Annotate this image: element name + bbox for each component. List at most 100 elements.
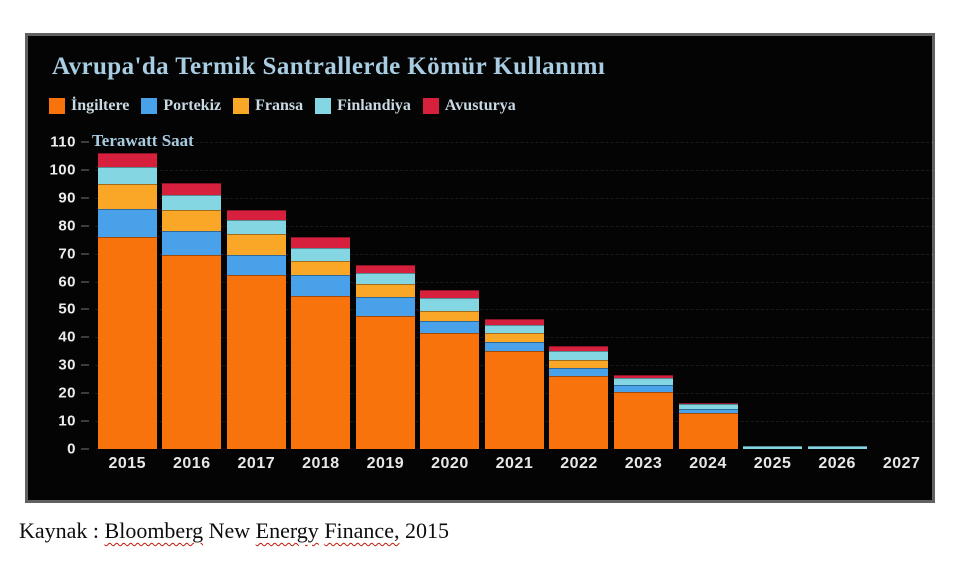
bar-2017 xyxy=(226,210,286,449)
bar-segment-portekiz-2015 xyxy=(97,209,157,237)
x-tick-label-2022: 2022 xyxy=(560,455,598,472)
y-tick-mark xyxy=(81,392,89,395)
bar-segment-portekiz-2023 xyxy=(614,384,674,392)
caption-word-underlined: Finance, xyxy=(324,518,400,543)
bar-segment-avusturya-2021 xyxy=(484,319,544,325)
bar-2015 xyxy=(97,153,157,449)
bar-segment-iingiltere-2017 xyxy=(226,274,286,449)
y-tick-label-20: 20 xyxy=(58,384,76,402)
y-tick-mark xyxy=(81,280,89,283)
bar-column-2015 xyxy=(95,142,160,449)
bar-2021 xyxy=(484,319,544,449)
bar-2019 xyxy=(355,264,415,449)
y-tick-mark xyxy=(81,448,89,450)
y-tick-label-30: 30 xyxy=(58,356,76,374)
caption-text: 2015 xyxy=(399,518,449,543)
bar-segment-avusturya-2020 xyxy=(420,289,480,299)
bar-segment-iingiltere-2016 xyxy=(162,255,222,449)
gridline-80 xyxy=(95,225,934,227)
y-tick-label-60: 60 xyxy=(58,273,76,291)
legend-swatch-icon xyxy=(233,98,250,114)
y-tick-mark xyxy=(81,224,89,227)
bar-segment-fransa-2021 xyxy=(484,333,544,342)
y-tick-label-0: 0 xyxy=(67,440,76,458)
bar-2020 xyxy=(420,289,480,449)
y-axis: 0 10 20 30 40 50 60 70 80 90 100 110 xyxy=(28,134,89,458)
chart-title: Avrupa'da Termik Santrallerde Kömür Kull… xyxy=(52,53,606,80)
bar-segment-portekiz-2020 xyxy=(420,320,480,334)
x-tick-label-2027: 2027 xyxy=(882,455,921,472)
bar-segment-iingiltere-2022 xyxy=(549,376,609,449)
x-tick-label-2018: 2018 xyxy=(302,455,340,472)
bar-segment-avusturya-2015 xyxy=(97,153,157,168)
bar-column-2016 xyxy=(160,142,225,449)
legend: İngiltere Portekiz Fransa Finlandiya Avustur… xyxy=(49,97,516,115)
y-tick-label-40: 40 xyxy=(58,328,76,346)
gridline-90 xyxy=(95,197,934,199)
y-tick-mark xyxy=(81,252,89,255)
x-tick-label-2016: 2016 xyxy=(173,455,211,472)
legend-label: Fransa xyxy=(255,97,304,114)
legend-item-iingiltere: İngiltere xyxy=(49,97,129,115)
x-tick-label-2017: 2017 xyxy=(237,455,276,472)
y-tick-mark xyxy=(81,196,89,199)
caption-text: New xyxy=(203,518,256,543)
bar-segment-fransa-2016 xyxy=(162,210,222,232)
y-tick-mark xyxy=(81,364,89,367)
bar-segment-finlandiya-2022 xyxy=(549,351,609,360)
bar-segment-fransa-2020 xyxy=(420,310,480,321)
bar-segment-fransa-2018 xyxy=(291,260,351,275)
x-tick-label-2024: 2024 xyxy=(689,455,727,472)
bar-segment-fransa-2022 xyxy=(549,359,609,369)
legend-label: Finlandiya xyxy=(337,97,411,114)
bar-segment-iingiltere-2023 xyxy=(614,391,674,449)
bar-segment-finlandiya-2021 xyxy=(484,324,544,334)
bar-segment-finlandiya-2017 xyxy=(226,220,286,235)
bar-2024 xyxy=(678,402,738,449)
bar-segment-portekiz-2021 xyxy=(484,341,544,352)
caption-text: Kaynak : xyxy=(19,518,105,543)
bar-column-2019 xyxy=(353,142,418,449)
bar-column-2023 xyxy=(611,142,676,449)
bar-segment-finlandiya-2026 xyxy=(807,445,867,449)
bar-segment-iingiltere-2024 xyxy=(678,412,738,449)
bar-segment-finlandiya-2016 xyxy=(162,195,222,211)
bar-segment-portekiz-2018 xyxy=(291,274,351,296)
bar-segment-avusturya-2016 xyxy=(162,182,222,196)
bars-container xyxy=(95,142,934,449)
bar-2023 xyxy=(614,375,674,449)
legend-swatch-icon xyxy=(141,98,158,114)
bar-segment-iingiltere-2019 xyxy=(355,316,415,449)
bar-segment-finlandiya-2018 xyxy=(291,248,351,261)
x-tick-label-2023: 2023 xyxy=(624,455,663,472)
gridline-100 xyxy=(95,169,934,171)
bar-segment-avusturya-2023 xyxy=(614,375,674,378)
bar-segment-iingiltere-2015 xyxy=(97,236,157,449)
legend-swatch-icon xyxy=(315,98,332,114)
gridline-70 xyxy=(95,253,934,255)
bar-segment-avusturya-2018 xyxy=(291,236,351,249)
bar-segment-iingiltere-2018 xyxy=(291,295,351,449)
legend-item-fransa: Fransa xyxy=(233,97,303,115)
bar-segment-iingiltere-2021 xyxy=(484,351,544,449)
bar-2026 xyxy=(807,445,867,449)
bar-segment-finlandiya-2020 xyxy=(420,298,480,311)
source-caption: Kaynak : Bloomberg New Energy Finance, 2… xyxy=(19,518,449,544)
bar-segment-avusturya-2017 xyxy=(226,210,286,221)
bar-2025 xyxy=(743,445,803,449)
bar-segment-fransa-2015 xyxy=(97,183,157,209)
x-tick-label-2026: 2026 xyxy=(818,455,856,472)
x-tick-label-2020: 2020 xyxy=(431,455,469,472)
x-tick-label-2025: 2025 xyxy=(753,455,792,472)
bar-2018 xyxy=(291,236,351,449)
bar-segment-iingiltere-2020 xyxy=(420,333,480,449)
bar-column-2027 xyxy=(869,142,934,449)
legend-label: Portekiz xyxy=(163,97,222,114)
bar-segment-portekiz-2019 xyxy=(355,296,415,317)
bar-column-2024 xyxy=(676,142,741,449)
y-tick-label-100: 100 xyxy=(49,161,76,179)
plot-area xyxy=(95,142,934,449)
caption-word-underlined: Bloomberg xyxy=(104,518,204,543)
legend-item-finlandiya: Finlandiya xyxy=(315,97,411,115)
bar-segment-fransa-2019 xyxy=(355,284,415,297)
